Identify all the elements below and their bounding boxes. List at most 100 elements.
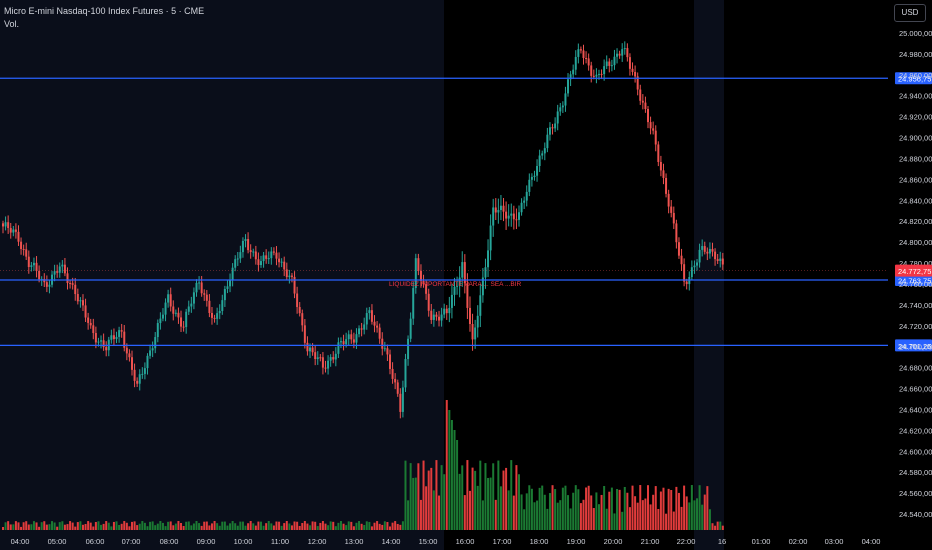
volume-bar xyxy=(244,525,247,530)
session-background xyxy=(0,0,444,550)
volume-bar xyxy=(572,492,575,530)
candle-body xyxy=(507,215,510,219)
symbol-title[interactable]: Micro E-mini Nasdaq-100 Index Futures · … xyxy=(4,6,205,16)
candle-body xyxy=(515,219,518,221)
candle-body xyxy=(337,342,340,354)
time-axis-tick: 07:00 xyxy=(122,537,141,546)
volume-bar xyxy=(505,467,508,530)
volume-bar xyxy=(61,521,64,530)
volume-bar xyxy=(587,485,590,530)
candle-body xyxy=(414,258,417,289)
candle-body xyxy=(63,264,66,274)
candle-body xyxy=(548,127,551,135)
candle-body xyxy=(154,337,157,349)
candle-body xyxy=(321,357,324,368)
candle-body xyxy=(499,205,502,211)
price-axis-tick: 24.840,00 xyxy=(899,196,932,205)
candle-body xyxy=(368,310,371,314)
price-level-badge xyxy=(895,339,932,352)
level-annotation-text[interactable]: LIQUIDEZ IMPORTANTE PARA ... SEA ...BIR xyxy=(389,281,522,288)
candle-body xyxy=(386,348,389,355)
volume-bar xyxy=(432,490,435,530)
candle-body xyxy=(608,61,611,66)
candle-body xyxy=(510,213,513,216)
volume-bar xyxy=(17,522,20,530)
volume-bar xyxy=(512,495,515,530)
candle-body xyxy=(123,331,126,348)
volume-bar xyxy=(257,521,260,530)
volume-bar xyxy=(391,522,394,530)
volume-bar xyxy=(577,489,580,530)
candle-body xyxy=(35,262,38,271)
candle-body xyxy=(236,258,239,260)
volume-bar xyxy=(174,523,177,530)
candle-body xyxy=(208,300,211,313)
candle-body xyxy=(487,250,490,268)
volume-bar xyxy=(280,525,283,530)
volume-bar xyxy=(662,487,665,530)
volume-bar xyxy=(618,489,621,530)
volume-bar xyxy=(136,525,139,530)
interval-label: 5 xyxy=(171,6,177,16)
volume-bar xyxy=(4,522,7,530)
volume-bar xyxy=(180,522,183,530)
candle-body xyxy=(585,57,588,59)
candle-body xyxy=(172,306,175,314)
price-level-label: 24.763,75 xyxy=(898,277,931,286)
volume-bar xyxy=(260,521,262,530)
candle-body xyxy=(474,327,477,340)
volume-bar xyxy=(448,410,451,530)
chart-legend: Micro E-mini Nasdaq-100 Index Futures · … xyxy=(4,5,204,31)
symbol-name: Micro E-mini Nasdaq-100 Index Futures xyxy=(4,6,164,16)
candle-body xyxy=(355,334,358,343)
candle-body xyxy=(71,283,74,285)
volume-bar xyxy=(107,522,110,530)
time-axis-tick: 10:00 xyxy=(234,537,253,546)
candle-body xyxy=(74,284,77,295)
volume-bar xyxy=(561,487,564,530)
price-level-label: 24.701,25 xyxy=(898,342,931,351)
volume-bar xyxy=(456,440,459,530)
price-axis-tick: 24.740,00 xyxy=(899,301,932,310)
volume-bar xyxy=(644,498,647,530)
volume-bar xyxy=(466,460,469,530)
volume-bar xyxy=(590,495,593,530)
candle-body xyxy=(430,310,433,320)
candle-body xyxy=(102,340,105,348)
candle-body xyxy=(554,123,557,129)
candle-body xyxy=(587,58,590,66)
candle-body xyxy=(492,207,495,226)
candle-body xyxy=(66,273,69,284)
volume-bar xyxy=(337,522,340,530)
volume-bar xyxy=(440,465,443,530)
volume-bar xyxy=(105,521,108,530)
candle-body xyxy=(270,251,273,259)
volume-bar xyxy=(425,486,428,530)
candle-body xyxy=(87,317,90,323)
currency-button[interactable]: USD xyxy=(894,4,926,22)
candle-body xyxy=(497,210,500,213)
volume-bar xyxy=(639,485,642,530)
candle-body xyxy=(541,153,544,156)
candle-body xyxy=(231,267,234,281)
candle-body xyxy=(523,200,526,203)
volume-bar xyxy=(141,521,144,530)
volume-legend[interactable]: Vol. xyxy=(4,19,20,29)
candle-body xyxy=(205,294,208,301)
candle-body xyxy=(352,339,355,343)
volume-bar xyxy=(143,522,146,530)
volume-bar xyxy=(229,523,232,530)
volume-bar xyxy=(138,523,141,530)
candle-body xyxy=(316,357,319,360)
volume-bar xyxy=(172,525,175,530)
volume-bar xyxy=(378,523,381,530)
candle-body xyxy=(185,311,188,327)
volume-bar xyxy=(63,524,66,530)
candle-body xyxy=(561,105,564,108)
candle-body xyxy=(603,66,606,75)
candle-body xyxy=(438,316,441,321)
candle-body xyxy=(58,266,61,273)
volume-bar xyxy=(161,522,164,530)
